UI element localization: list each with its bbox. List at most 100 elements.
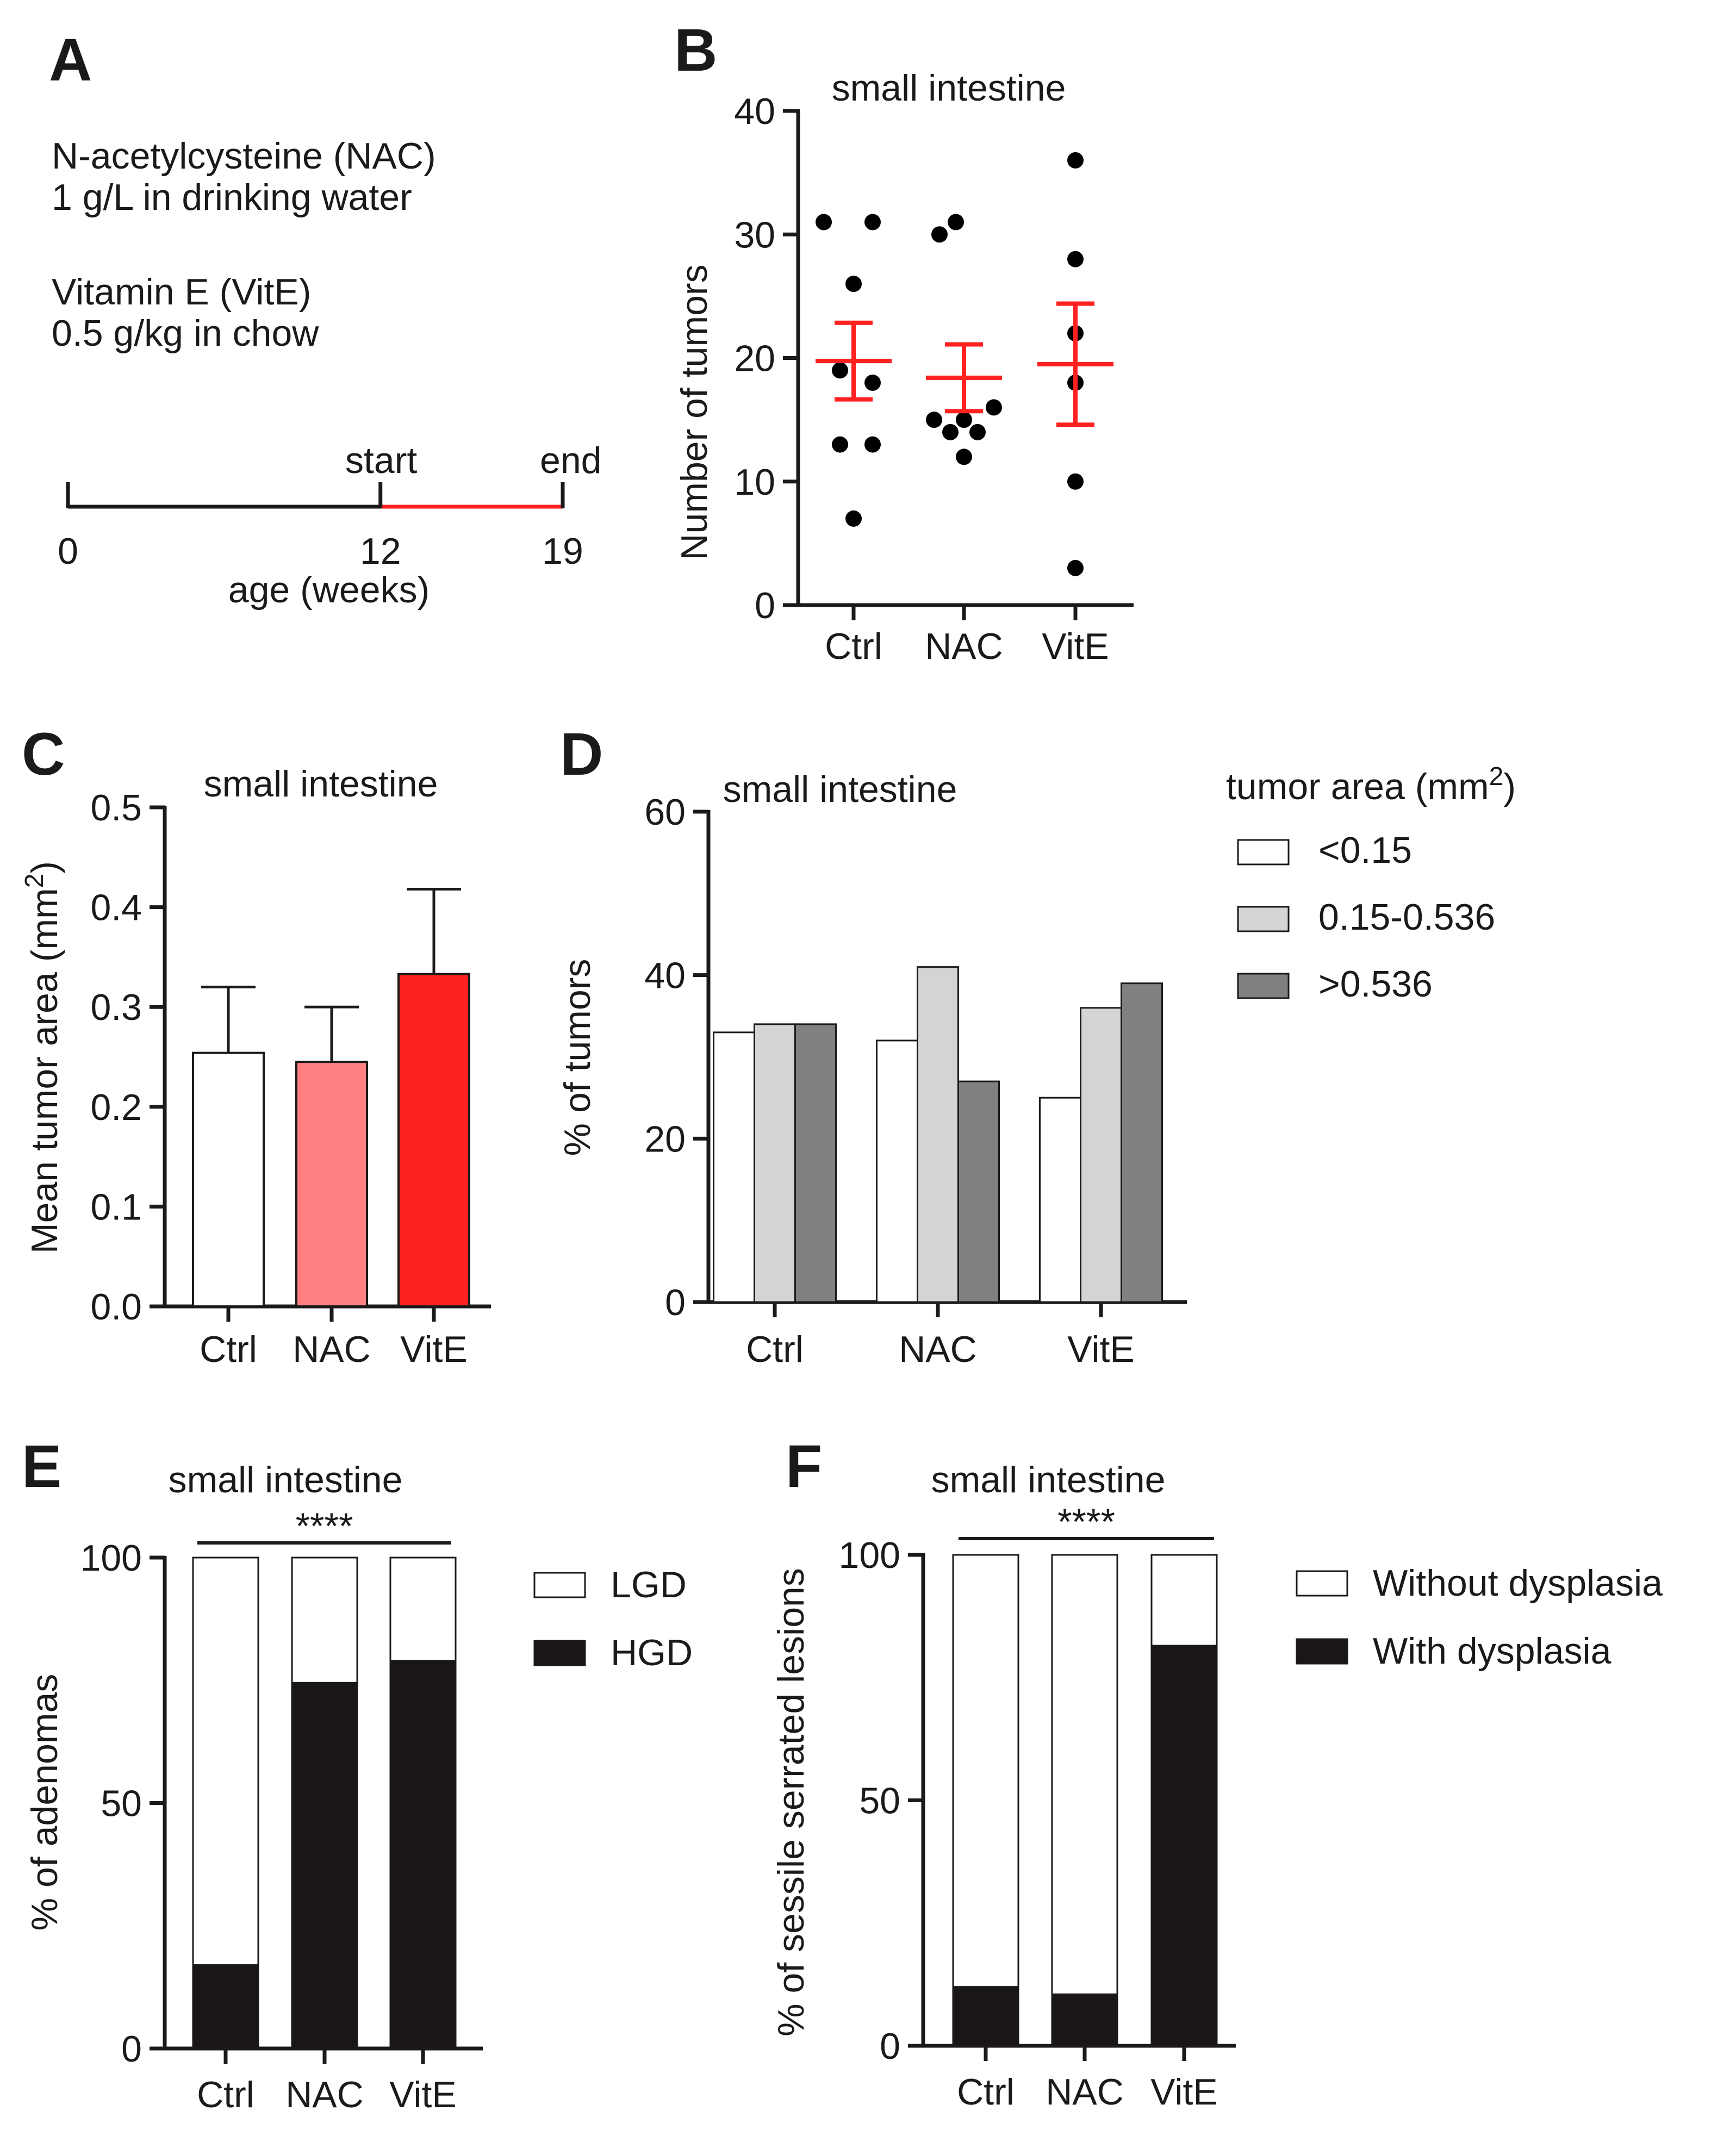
legend-swatch-0-15 (1237, 839, 1290, 866)
y-tick-label-100: 100 (80, 1537, 142, 1579)
legend-swatch-0-15-0-536 (1237, 906, 1290, 932)
legend-swatch-lgd (533, 1572, 586, 1598)
x-tick-label-vite: VitE (1150, 2071, 1217, 2113)
bar-ctrl-without-dysplasia (952, 1554, 1019, 1988)
bar-ctrl-hgd (192, 1964, 259, 2050)
x-tick-label-vite: VitE (400, 1329, 467, 1370)
legend-label-with-dysplasia: With dysplasia (1373, 1630, 1611, 1672)
treatment-nac-dose: 1 g/L in drinking water (52, 177, 412, 218)
bar-nac-with-dysplasia (1051, 1993, 1118, 2047)
y-tick-label-50: 50 (859, 1780, 900, 1822)
x-tick-label-nac: NAC (925, 626, 1003, 667)
y-tick-label-30: 30 (734, 214, 775, 256)
bar-vite-0-536 (1121, 982, 1163, 1303)
x-tick-label-ctrl: Ctrl (200, 1329, 257, 1370)
x-tick-label-ctrl: Ctrl (746, 1329, 804, 1370)
point-vite-5 (1067, 559, 1084, 576)
bar-nac-hgd (291, 1682, 358, 2050)
point-ctrl-4 (864, 374, 881, 391)
bar-vite-with-dysplasia (1150, 1645, 1218, 2047)
y-tick-label-20: 20 (734, 338, 775, 379)
treatment-nac-line: N-acetylcysteine (NAC) (52, 135, 436, 177)
point-ctrl-2 (845, 276, 862, 292)
chart-b-tumor-count: 0 10 20 30 40 Ctrl NAC VitE small intestine Numbe… (674, 67, 1134, 667)
bar-vite-without-dysplasia (1150, 1554, 1218, 1647)
y-tick-label-0-4: 0.4 (90, 887, 142, 929)
point-nac-2 (986, 399, 1002, 416)
timeline-start-label: start (345, 440, 417, 481)
y-tick-label-60: 60 (644, 792, 686, 833)
x-tick-label-ctrl: Ctrl (825, 626, 882, 667)
point-vite-4 (1067, 473, 1084, 490)
y-tick-label-40: 40 (734, 91, 775, 132)
legend-swatch-with-dysplasia (1296, 1638, 1348, 1665)
y-tick-label-50: 50 (101, 1783, 142, 1825)
treatment-vite-dose: 0.5 g/kg in chow (52, 313, 319, 354)
point-ctrl-6 (864, 436, 881, 453)
x-tick-label-vite: VitE (1042, 626, 1109, 667)
bar-nac (295, 1061, 368, 1308)
bar-nac-0-15 (876, 1039, 918, 1303)
panel-label-d: D (560, 721, 603, 788)
panel-a: A N-acetylcysteine (NAC) 1 g/L in drinki… (49, 27, 601, 611)
panel-label-b: B (674, 17, 717, 84)
x-tick-label-ctrl: Ctrl (197, 2074, 254, 2115)
bar-ctrl-0-15-0-536 (754, 1023, 796, 1303)
point-nac-0 (948, 214, 964, 231)
bar-vite-0-15-0-536 (1080, 1007, 1122, 1303)
chart-d-title: small intestine (723, 769, 957, 810)
timeline-tick-label-1: 12 (360, 531, 401, 572)
bar-nac-without-dysplasia (1051, 1554, 1118, 1995)
point-nac-7 (956, 449, 972, 465)
point-ctrl-3 (832, 362, 848, 379)
point-vite-1 (1067, 251, 1084, 267)
legend-label-hgd: HGD (611, 1632, 693, 1673)
x-tick-label-nac: NAC (285, 2074, 364, 2115)
bar-ctrl-with-dysplasia (952, 1986, 1019, 2047)
y-tick-label-100: 100 (839, 1535, 900, 1576)
point-ctrl-0 (816, 214, 832, 231)
y-tick-label-10: 10 (734, 462, 775, 503)
y-tick-label-0-3: 0.3 (90, 987, 142, 1028)
chart-b-ylabel-text: Number of tumors (674, 264, 715, 560)
legend-swatch-0-536 (1237, 973, 1290, 999)
chart-d-legend-title-part-1: 2 (1489, 762, 1504, 791)
chart-d-legend-title: tumor area (mm2) (1226, 762, 1516, 807)
legend-label-0-15-0-536: 0.15-0.536 (1318, 896, 1495, 938)
bar-ctrl (192, 1051, 265, 1308)
chart-E-title: small intestine (169, 1459, 403, 1501)
chart-f-sessile-serrated-dysplasia: 0 50 100 Ctrl NAC VitE small intestine**** % of… (770, 1459, 1663, 2113)
bar-nac-0-15-0-536 (917, 966, 959, 1303)
x-tick-label-nac: NAC (1046, 2071, 1124, 2113)
bar-ctrl-0-15 (713, 1031, 755, 1303)
chart-b-ylabel: Number of tumors (674, 264, 715, 560)
chart-F-title: small intestine (931, 1459, 1166, 1501)
chart-c-ylabel: Mean tumor area (mm2) (20, 861, 65, 1254)
panel-label-f: F (786, 1433, 822, 1500)
x-tick-label-vite: VitE (1067, 1329, 1134, 1370)
bar-vite-0-15 (1039, 1097, 1081, 1303)
point-nac-4 (956, 412, 972, 428)
y-tick-label-0: 0 (121, 2028, 142, 2070)
bar-vite (397, 973, 470, 1308)
chart-c-ylabel-suffix: ) (24, 861, 65, 874)
y-tick-label-0-2: 0.2 (90, 1087, 142, 1128)
bar-nac-lgd (291, 1556, 358, 1684)
chart-d-legend-title-part-0: tumor area (mm (1226, 766, 1489, 807)
y-tick-label-0: 0 (665, 1282, 686, 1323)
chart-d-legend-title-part-2: ) (1503, 766, 1516, 807)
chart-e-adenoma-grade: 0 50 100 Ctrl NAC VitE small intestine**** % of… (24, 1459, 693, 2115)
chart-F-ylabel: % of sessile serrated lesions (770, 1568, 812, 2037)
x-tick-label-vite: VitE (389, 2074, 456, 2115)
x-tick-label-ctrl: Ctrl (957, 2071, 1015, 2113)
bar-ctrl-0-536 (794, 1023, 837, 1303)
chart-F-ylabel-text: % of sessile serrated lesions (770, 1568, 812, 2037)
point-ctrl-7 (845, 510, 862, 527)
chart-E-ylabel: % of adenomas (24, 1674, 65, 1931)
legend-label-0-15: <0.15 (1318, 830, 1412, 871)
point-nac-6 (969, 424, 986, 440)
panel-label-a: A (49, 27, 92, 94)
chart-F-significance: **** (1057, 1501, 1115, 1542)
timeline-tick-label-2: 19 (542, 531, 583, 572)
